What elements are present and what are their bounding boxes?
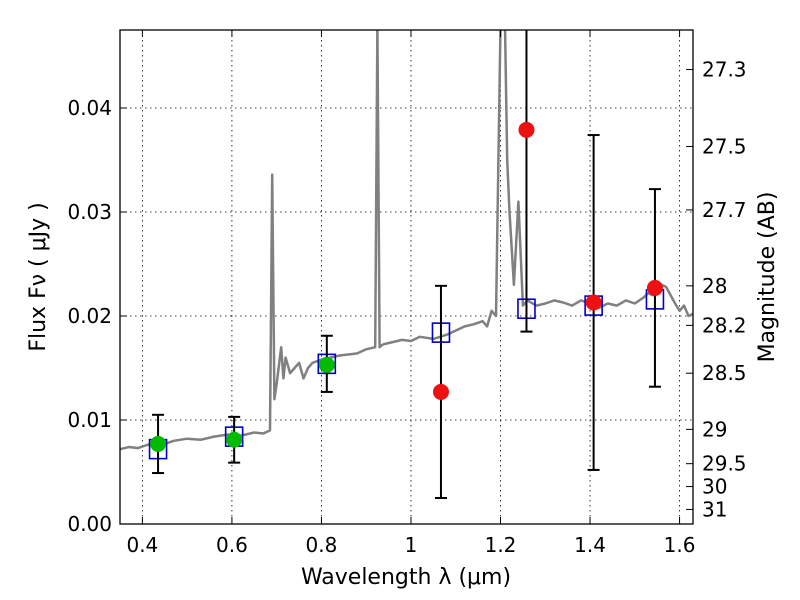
observed-point-marker bbox=[150, 435, 167, 452]
y-axis-label: Flux Fν ( μJy ) bbox=[26, 202, 51, 351]
y-tick-label: 0.01 bbox=[67, 408, 112, 432]
observed-point-marker bbox=[518, 121, 535, 138]
x-tick-label: 1.6 bbox=[664, 533, 696, 557]
y-tick-label: 0.03 bbox=[67, 200, 112, 224]
plot-content bbox=[120, 30, 693, 460]
right-tick-label: 28 bbox=[702, 274, 727, 298]
right-tick-label: 31 bbox=[702, 497, 727, 521]
x-tick-label: 1.4 bbox=[574, 533, 606, 557]
model-spectrum-line bbox=[120, 30, 693, 451]
axes-frame bbox=[119, 29, 694, 525]
right-tick-label: 27.5 bbox=[702, 134, 747, 158]
observed-point-marker bbox=[432, 383, 449, 400]
x-tick-label: 0.6 bbox=[216, 533, 248, 557]
right-tick-label: 30 bbox=[702, 475, 727, 499]
right-tick-label: 28.2 bbox=[702, 313, 747, 337]
observed-point-marker bbox=[646, 279, 663, 296]
observed-point-marker bbox=[318, 356, 335, 373]
x-tick-label: 1 bbox=[405, 533, 418, 557]
x-axis-label: Wavelength λ (μm) bbox=[301, 565, 511, 590]
x-tick-label: 0.4 bbox=[126, 533, 158, 557]
grid-lines bbox=[120, 30, 693, 525]
y-tick-label: 0.04 bbox=[67, 96, 112, 120]
right-tick-label: 29.5 bbox=[702, 452, 747, 476]
observed-point-marker bbox=[585, 294, 602, 311]
y-axis-right-label: Magnitude (AB) bbox=[755, 192, 780, 363]
right-tick-label: 27.3 bbox=[702, 58, 747, 82]
right-tick-label: 28.5 bbox=[702, 361, 747, 385]
x-tick-label: 1.2 bbox=[485, 533, 517, 557]
x-tick-label: 0.8 bbox=[306, 533, 338, 557]
plot-area bbox=[120, 30, 693, 499]
observed-point-marker bbox=[226, 431, 243, 448]
right-tick-label: 27.7 bbox=[702, 198, 747, 222]
y-tick-label: 0.00 bbox=[67, 512, 112, 536]
right-tick-label: 29 bbox=[702, 417, 727, 441]
ticks: 0.4 0.6 0.8 1 1.2 1.4 1.6 0.00 0.01 0.02 0.03 0.04 2… bbox=[67, 30, 747, 557]
y-tick-label: 0.02 bbox=[67, 304, 112, 328]
